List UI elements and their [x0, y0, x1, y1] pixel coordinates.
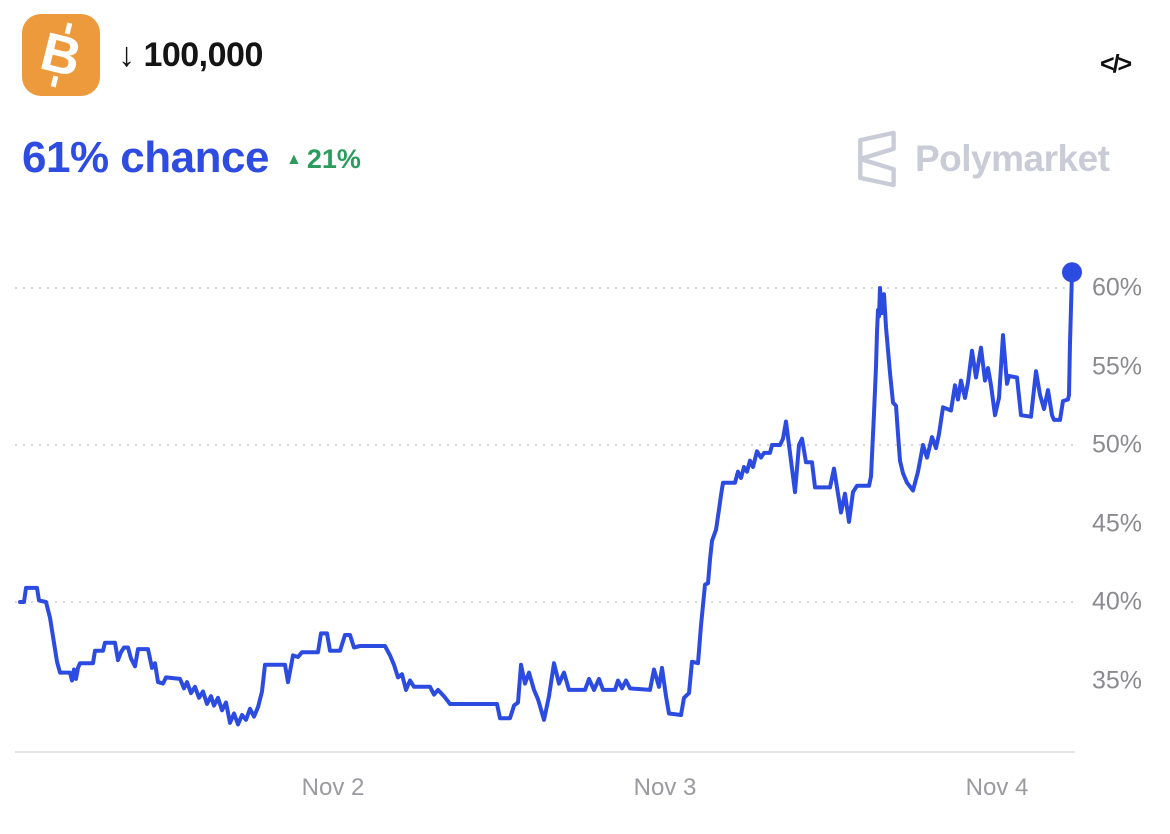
- up-triangle-icon: ▲: [286, 150, 302, 168]
- x-axis-label: Nov 2: [301, 774, 365, 801]
- market-title: ↓ 100,000: [118, 36, 263, 74]
- chance-line: [18, 270, 1074, 727]
- polymarket-logo-icon: [858, 130, 896, 188]
- y-axis-label: 45%: [1092, 509, 1143, 537]
- endpoint-dot: [1062, 262, 1082, 283]
- chance-change-value: 21%: [306, 144, 361, 174]
- polymarket-wordmark: Polymarket: [915, 138, 1110, 179]
- x-axis-label: Nov 3: [633, 774, 697, 801]
- embed-code-icon[interactable]: </>: [1100, 50, 1132, 78]
- y-axis-label: 50%: [1092, 430, 1143, 459]
- chance-value: 61% chance: [22, 133, 269, 182]
- y-axis-label: 40%: [1092, 587, 1143, 616]
- y-axis-label: 35%: [1092, 666, 1143, 694]
- y-axis-label: 55%: [1092, 352, 1143, 380]
- polymarket-brand[interactable]: Polymarket: [848, 130, 1110, 188]
- chance-change: ▲ 21%: [286, 146, 361, 173]
- x-axis-label: Nov 4: [965, 774, 1029, 801]
- bitcoin-icon: B: [22, 14, 100, 96]
- bitcoin-b-glyph: B: [34, 21, 88, 89]
- y-axis-label: 60%: [1092, 273, 1143, 302]
